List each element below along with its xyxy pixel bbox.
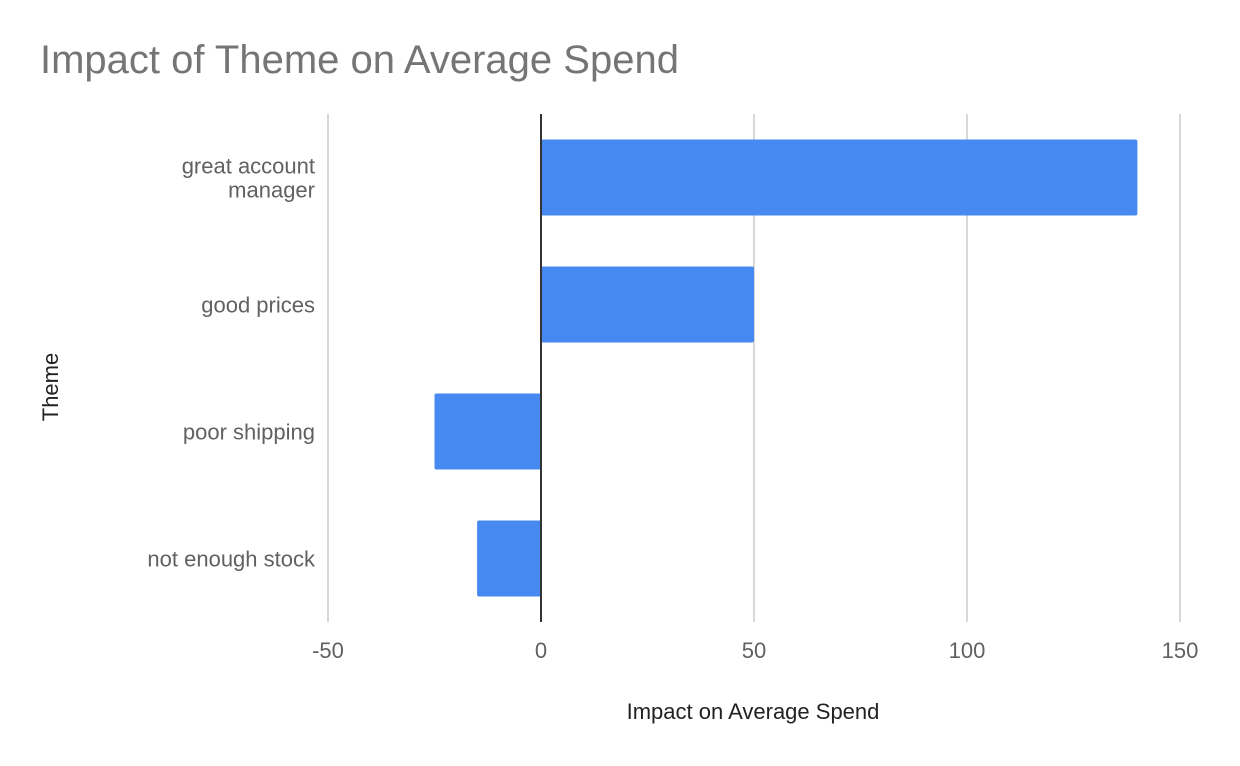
bar <box>541 266 754 343</box>
x-axis-title: Impact on Average Spend <box>627 699 880 724</box>
x-tick-label: 50 <box>742 638 766 663</box>
x-tick-label: 100 <box>949 638 986 663</box>
bars <box>434 139 1138 597</box>
bar <box>434 393 541 470</box>
chart-title: Impact of Theme on Average Spend <box>40 38 679 82</box>
category-label: not enough stock <box>147 547 316 572</box>
bar <box>477 520 541 597</box>
category-label: good prices <box>201 293 315 318</box>
category-label: great account manager <box>182 154 315 203</box>
bar <box>541 139 1138 216</box>
x-tick-label: 0 <box>535 638 547 663</box>
x-tick-label: 150 <box>1162 638 1199 663</box>
labels: -50 0 50 100 150 great account manager good pri… <box>38 154 1198 725</box>
y-axis-title: Theme <box>38 353 63 421</box>
x-tick-label: -50 <box>312 638 344 663</box>
category-label: poor shipping <box>183 420 315 445</box>
